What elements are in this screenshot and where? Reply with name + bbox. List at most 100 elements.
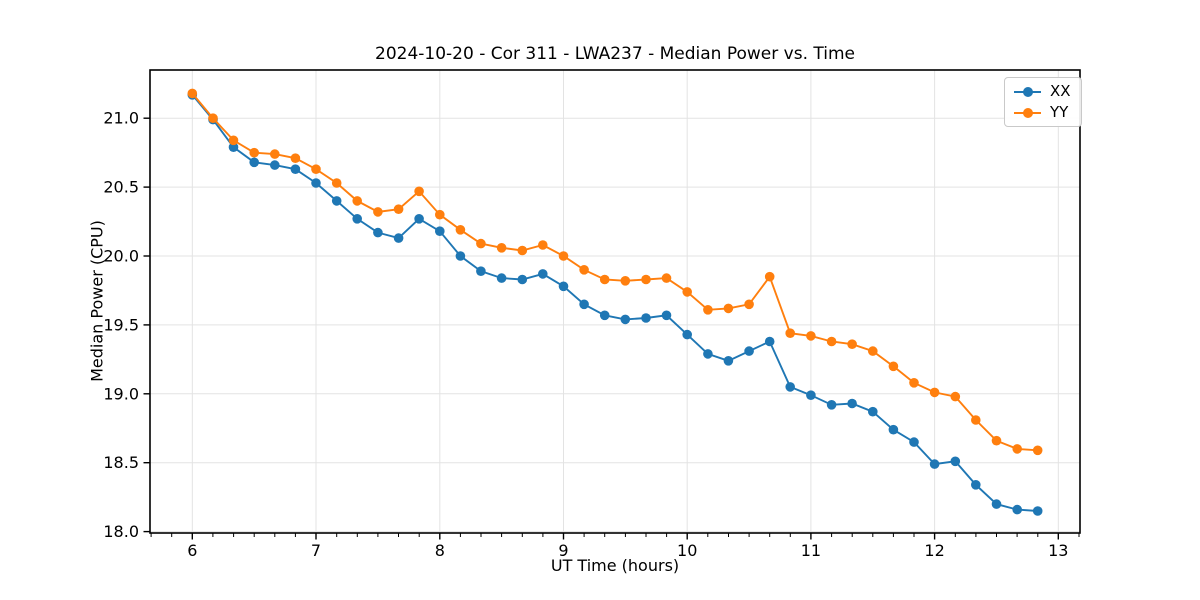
data-point-marker xyxy=(620,314,631,325)
x-tick-label: 13 xyxy=(1048,541,1068,560)
data-point-marker xyxy=(909,378,919,388)
y-tick-label: 18.0 xyxy=(103,522,139,541)
data-point-marker xyxy=(971,415,981,425)
gridlines xyxy=(150,70,1080,533)
data-point-marker xyxy=(373,227,383,238)
data-point-marker xyxy=(579,265,589,275)
x-tick-label: 6 xyxy=(187,541,197,560)
data-point-marker xyxy=(806,331,816,341)
data-point-marker xyxy=(744,346,754,356)
data-point-marker xyxy=(455,251,466,261)
data-point-marker xyxy=(764,336,775,347)
data-point-marker xyxy=(558,281,569,292)
data-point-marker xyxy=(311,164,321,174)
series-YY xyxy=(187,88,1043,456)
data-point-marker xyxy=(538,240,548,250)
data-point-marker xyxy=(1032,445,1043,456)
data-point-marker xyxy=(476,238,486,249)
data-point-marker xyxy=(971,480,981,490)
x-tick-label: 8 xyxy=(435,541,445,560)
data-point-marker xyxy=(311,178,321,188)
data-point-marker xyxy=(455,225,466,235)
legend-marker-xx-icon xyxy=(1014,86,1041,97)
x-axis-label: UT Time (hours) xyxy=(550,556,680,575)
legend: XX YY xyxy=(1004,77,1082,127)
data-point-marker xyxy=(414,214,424,224)
data-point-marker xyxy=(950,456,961,467)
data-point-marker xyxy=(249,147,259,158)
axis-ticks xyxy=(143,117,1080,540)
data-point-marker xyxy=(517,245,528,256)
x-tick-label: 7 xyxy=(311,541,321,560)
data-point-marker xyxy=(703,349,713,359)
data-point-marker xyxy=(641,313,651,323)
data-point-marker xyxy=(723,356,734,366)
data-point-marker xyxy=(950,391,961,402)
axes-frame xyxy=(149,69,1081,534)
legend-marker-yy-icon xyxy=(1014,107,1041,118)
data-point-marker xyxy=(331,196,342,206)
data-point-marker xyxy=(352,214,363,224)
series-YY-line xyxy=(191,92,1038,452)
data-point-marker xyxy=(538,269,548,279)
data-point-marker xyxy=(806,390,816,401)
x-tick-label: 9 xyxy=(558,541,568,560)
data-point-marker xyxy=(682,329,692,340)
data-point-marker xyxy=(517,274,528,285)
y-axis-label: Median Power (CPU) xyxy=(87,220,107,382)
data-point-marker xyxy=(661,310,672,321)
data-point-marker xyxy=(496,243,507,253)
data-point-marker xyxy=(620,276,631,286)
data-point-marker xyxy=(435,209,445,220)
data-point-marker xyxy=(868,346,878,356)
series-XX-line xyxy=(191,94,1038,512)
data-point-marker xyxy=(290,164,301,174)
data-point-marker xyxy=(991,499,1002,509)
data-point-marker xyxy=(847,339,857,350)
data-point-marker xyxy=(744,299,754,310)
data-point-marker xyxy=(270,160,280,170)
data-point-marker xyxy=(187,88,198,99)
data-point-marker xyxy=(270,149,280,159)
data-point-marker xyxy=(929,387,940,398)
data-point-marker xyxy=(228,142,239,152)
y-tick-label: 19.5 xyxy=(103,315,139,334)
data-point-marker xyxy=(496,273,507,283)
data-point-marker xyxy=(228,135,239,146)
data-point-marker xyxy=(723,303,734,314)
data-point-marker xyxy=(249,157,259,168)
data-point-marker xyxy=(331,178,342,188)
data-point-marker xyxy=(682,287,692,297)
x-tick-label: 12 xyxy=(924,541,944,560)
y-tick-label: 19.0 xyxy=(103,384,139,403)
data-point-marker xyxy=(599,310,610,321)
data-point-marker xyxy=(352,196,363,206)
legend-label-xx: XX xyxy=(1050,82,1071,100)
x-tick-label: 10 xyxy=(677,541,697,560)
y-tick-label: 20.0 xyxy=(103,247,139,266)
data-point-marker xyxy=(393,204,404,214)
data-point-marker xyxy=(909,437,919,447)
legend-label-yy: YY xyxy=(1050,103,1069,121)
data-point-marker xyxy=(661,273,672,283)
x-tick-label: 11 xyxy=(801,541,821,560)
data-point-marker xyxy=(888,424,899,435)
data-point-marker xyxy=(888,361,899,372)
y-tick-label: 20.5 xyxy=(103,178,139,197)
data-point-marker xyxy=(641,274,651,285)
data-point-marker xyxy=(1032,506,1043,516)
data-point-marker xyxy=(826,336,837,347)
data-point-marker xyxy=(476,266,486,277)
y-tick-label: 21.0 xyxy=(103,109,139,128)
data-point-marker xyxy=(373,207,383,217)
data-point-marker xyxy=(208,113,218,123)
data-point-marker xyxy=(703,305,713,315)
data-point-marker xyxy=(579,299,589,310)
data-point-marker xyxy=(414,186,424,197)
data-point-marker xyxy=(558,251,569,261)
data-point-marker xyxy=(393,233,404,243)
data-point-marker xyxy=(764,271,775,282)
data-point-marker xyxy=(1012,504,1022,515)
